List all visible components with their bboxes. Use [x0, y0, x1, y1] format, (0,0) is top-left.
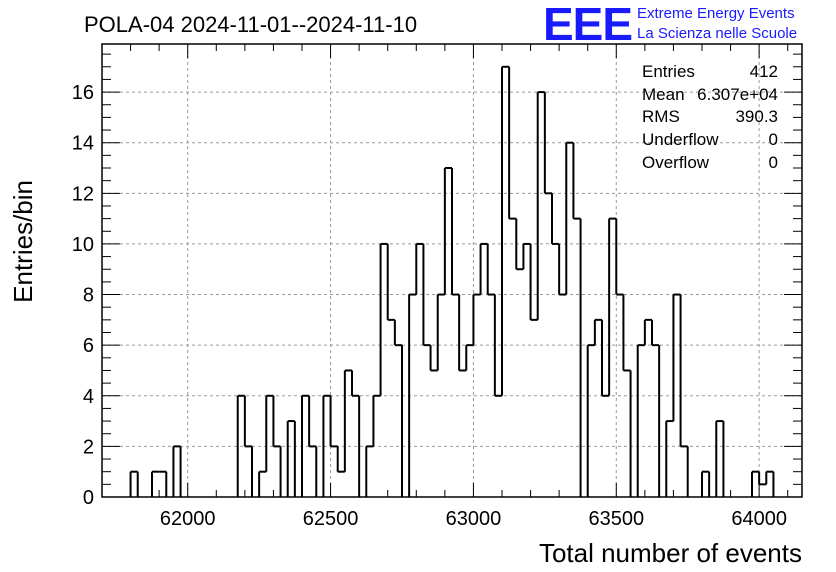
x-tick-label: 62000: [160, 508, 216, 530]
stats-box: Entries 412 Mean 6.307e+04 RMS 390.3 Und…: [642, 62, 778, 172]
stat-overflow-label: Overflow: [642, 153, 710, 172]
stat-underflow-label: Underflow: [642, 130, 719, 149]
stat-underflow-value: 0: [769, 130, 778, 149]
eee-logo-mark: EEE: [543, 0, 632, 50]
y-tick-label: 2: [83, 436, 94, 458]
y-axis-title: Entries/bin: [8, 180, 38, 303]
y-tick-label: 10: [72, 234, 94, 256]
y-tick-label: 12: [72, 183, 94, 205]
y-tick-label: 6: [83, 335, 94, 357]
x-tick-label: 63000: [446, 508, 502, 530]
eee-logo-line2: La Scienza nelle Scuole: [637, 25, 797, 42]
eee-logo: EEE Extreme Energy Events La Scienza nel…: [543, 0, 797, 50]
y-axis-ticks: 0 2 4 6 8 10 12 14 16: [72, 53, 802, 509]
stat-overflow-value: 0: [769, 153, 778, 172]
x-axis-ticks: 62000 62500 63000 63500 64000: [130, 44, 789, 530]
plot-frame: [101, 43, 803, 498]
y-tick-label: 16: [72, 82, 94, 104]
eee-logo-line1: Extreme Energy Events: [637, 5, 795, 22]
chart-title: POLA-04 2024-11-01--2024-11-10: [84, 12, 417, 37]
y-tick-label: 0: [83, 487, 94, 509]
y-tick-label: 14: [72, 133, 94, 155]
x-tick-label: 62500: [303, 508, 359, 530]
x-tick-label: 63500: [588, 508, 644, 530]
x-axis-title: Total number of events: [539, 538, 802, 568]
y-tick-label: 8: [83, 285, 94, 307]
stat-mean-label: Mean: [642, 85, 685, 104]
x-tick-label: 64000: [731, 508, 787, 530]
histogram-bars: [129, 65, 775, 497]
stat-rms-label: RMS: [642, 107, 680, 126]
stat-rms-value: 390.3: [735, 107, 778, 126]
stat-mean-value: 6.307e+04: [697, 85, 778, 104]
y-tick-label: 4: [83, 386, 94, 408]
stat-entries-value: 412: [750, 62, 778, 81]
stat-entries-label: Entries: [642, 62, 695, 81]
